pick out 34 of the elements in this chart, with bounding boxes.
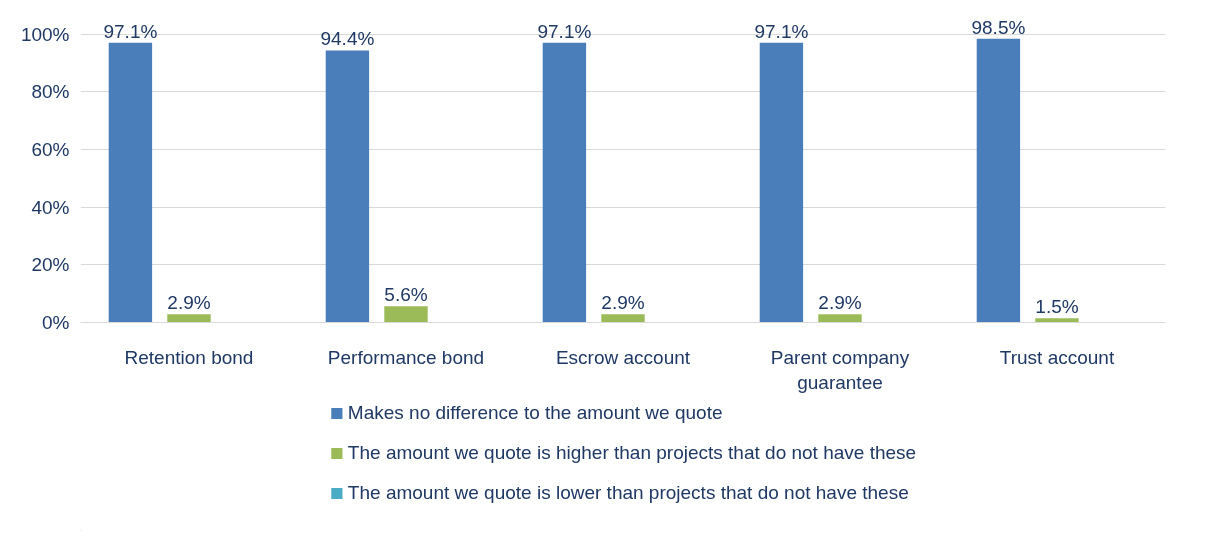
- x-tick-label: Performance bond: [327, 346, 485, 368]
- y-tick-label: 20%: [31, 254, 70, 276]
- bar: [384, 306, 428, 323]
- data-label: 94.4%: [320, 28, 375, 50]
- bar: [976, 38, 1021, 323]
- bar: [759, 42, 804, 323]
- data-label: 97.1%: [103, 20, 158, 42]
- bar: [1035, 318, 1079, 323]
- legend-label: The amount we quote is lower than projects that do not have these: [347, 482, 909, 504]
- bar: [167, 314, 211, 323]
- legend-label: The amount we quote is higher than projects that do not have these: [347, 442, 917, 464]
- x-tick-label: Parent company guarantee: [770, 346, 910, 393]
- y-tick-label: 100%: [20, 23, 70, 45]
- data-label: 2.9%: [818, 292, 862, 314]
- data-label: 97.1%: [537, 20, 592, 42]
- y-tick-label: 60%: [31, 139, 70, 161]
- y-tick-label: 0%: [42, 312, 70, 333]
- data-label: 98.5%: [971, 16, 1026, 38]
- bar: [108, 42, 153, 323]
- data-label: 5.6%: [384, 284, 428, 306]
- x-tick-label: Escrow account: [555, 346, 691, 368]
- legend-label: Makes no difference to the amount we quote: [347, 402, 723, 424]
- x-tick-label: Retention bond: [124, 346, 254, 368]
- x-tick-label: Trust account: [999, 346, 1115, 368]
- bar: [325, 50, 370, 323]
- data-label: 1.5%: [1035, 296, 1079, 318]
- y-tick-label: 80%: [31, 81, 70, 103]
- bar: [601, 314, 645, 323]
- data-label: 2.9%: [601, 292, 645, 314]
- bar: [818, 314, 862, 323]
- data-label: 2.9%: [167, 292, 211, 314]
- bar: [542, 42, 587, 323]
- y-tick-label: 40%: [31, 196, 70, 218]
- data-label: 97.1%: [754, 20, 809, 42]
